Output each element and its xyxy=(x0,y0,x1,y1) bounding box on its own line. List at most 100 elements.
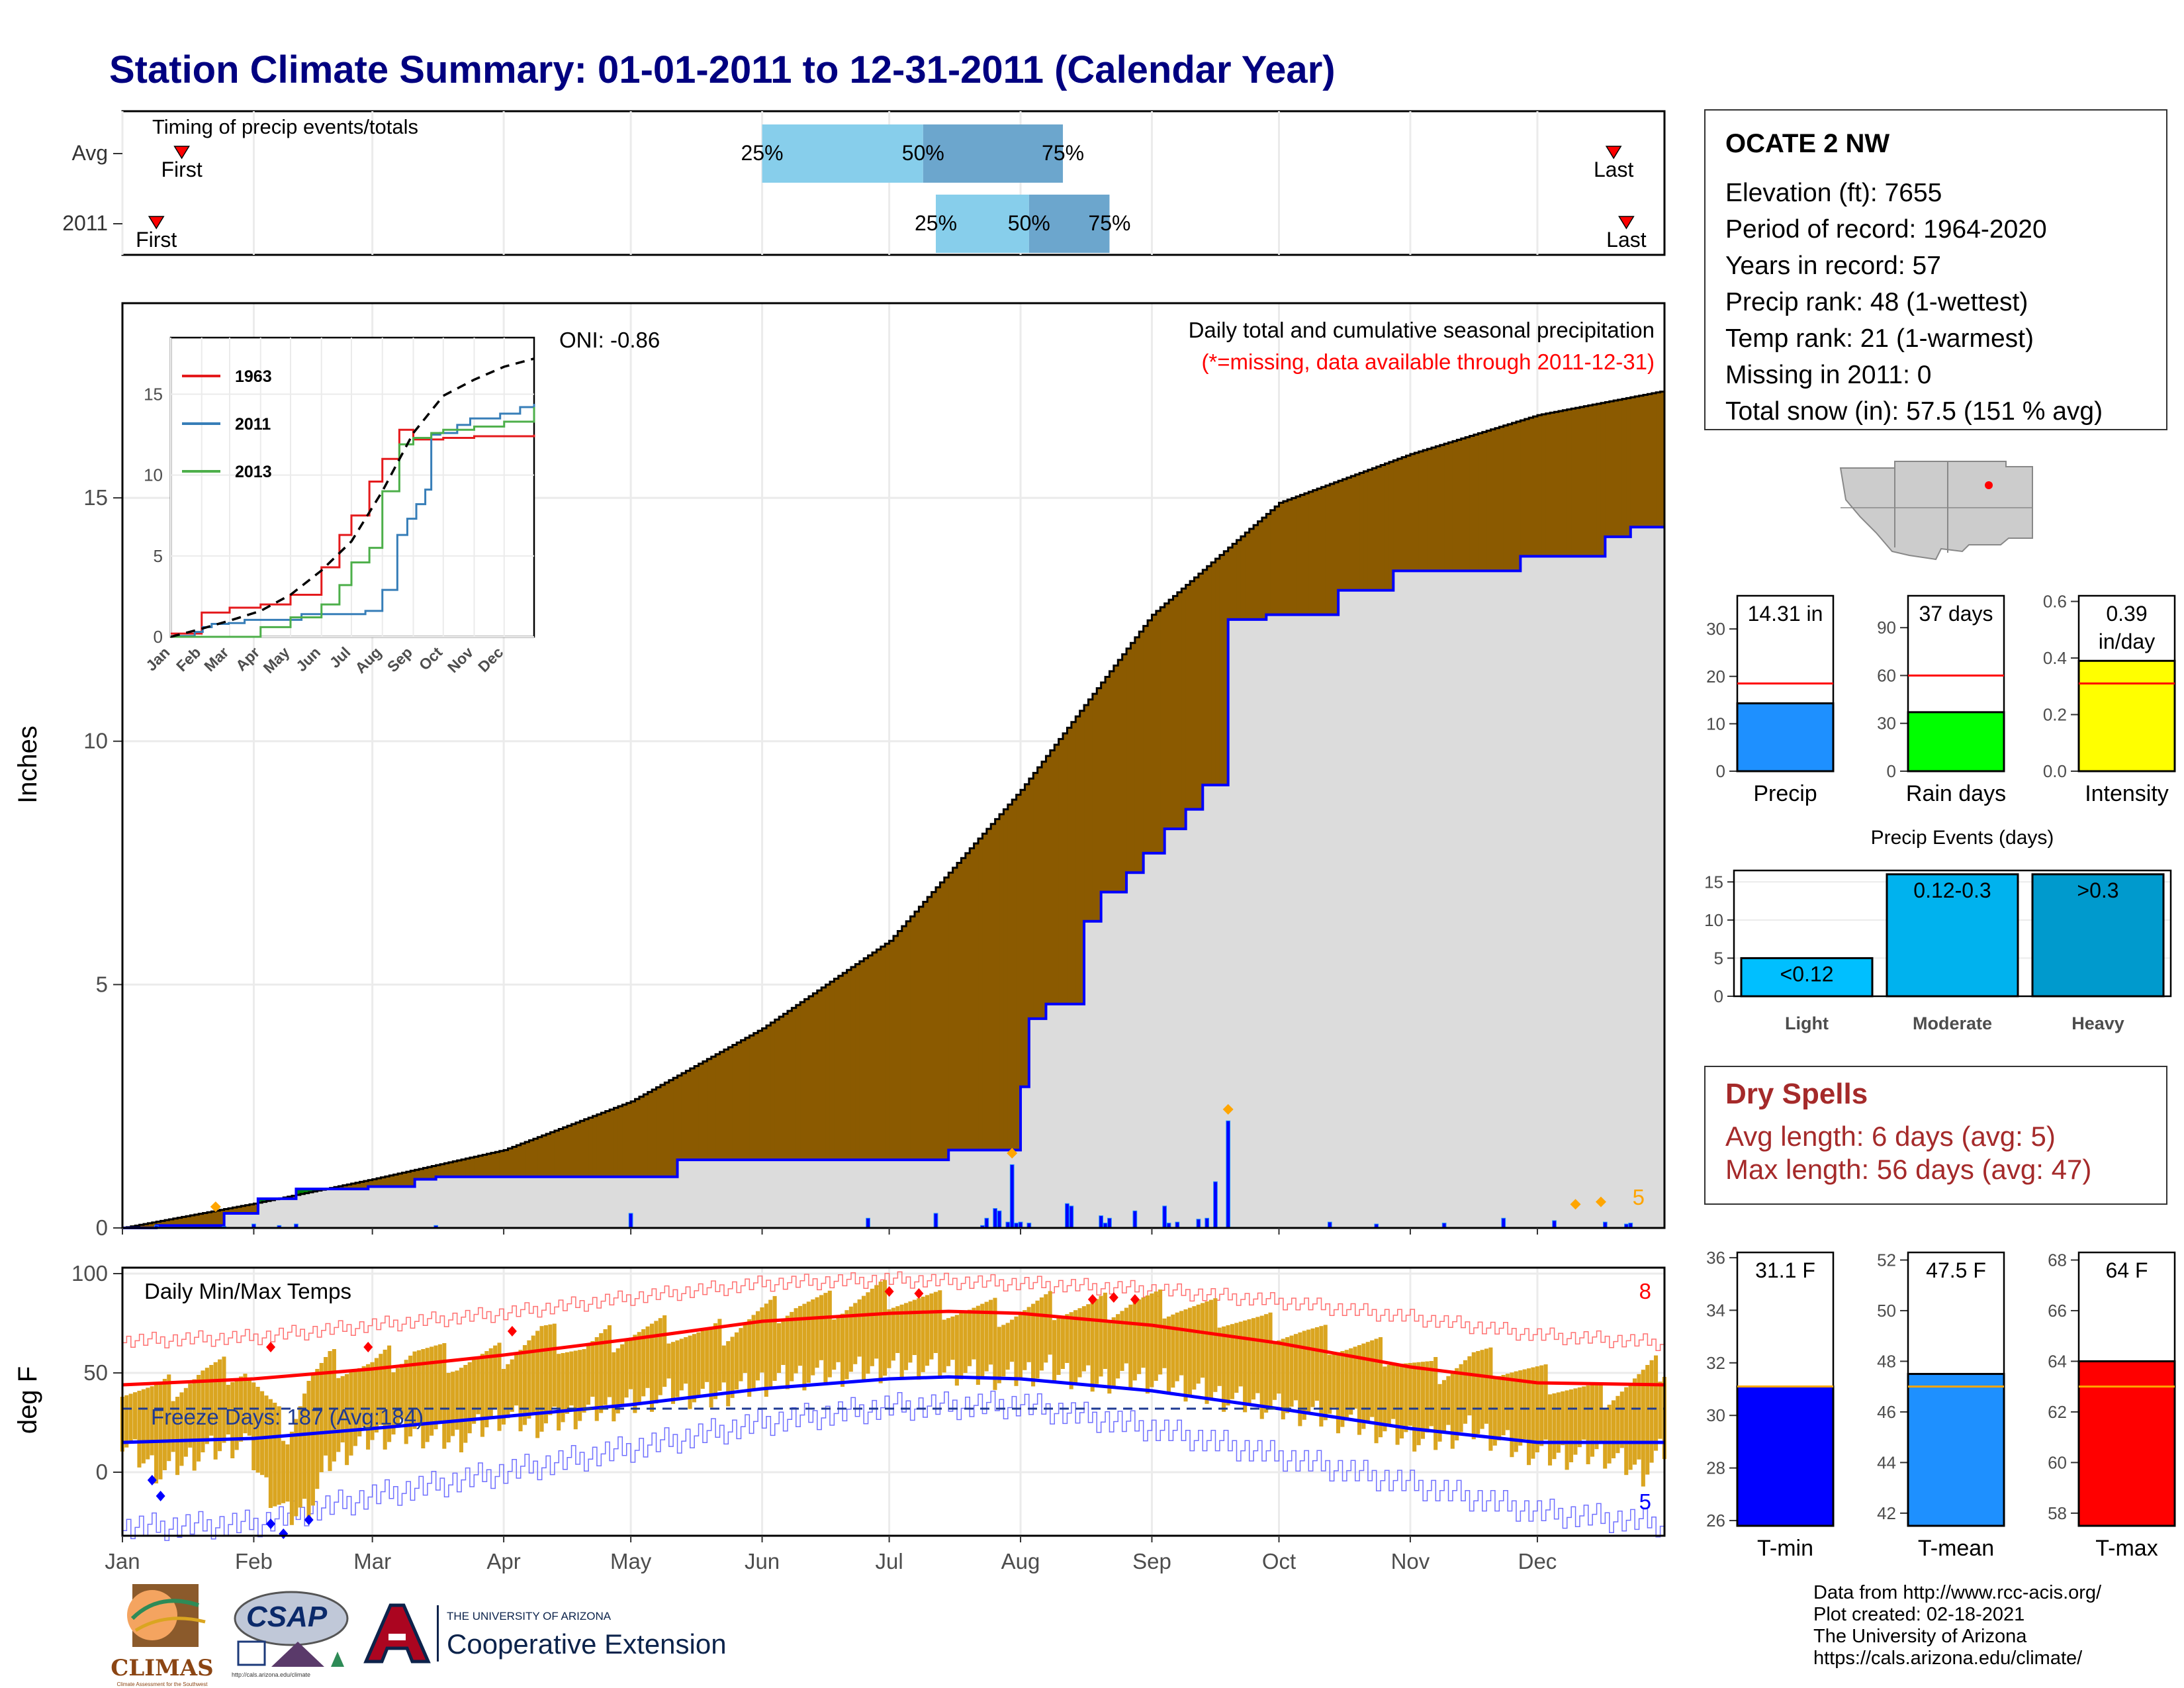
deficit-band xyxy=(652,1090,657,1177)
daily-temp-bar xyxy=(1243,1320,1248,1413)
deficit-band xyxy=(846,970,852,1160)
daily-precip-bar xyxy=(1132,1210,1138,1229)
deficit-band xyxy=(631,1101,636,1177)
daily-temp-bar xyxy=(230,1382,235,1458)
daily-temp-bar xyxy=(506,1364,510,1419)
daily-temp-bar xyxy=(1259,1315,1264,1419)
deficit-band xyxy=(1359,473,1365,590)
deficit-band xyxy=(580,1121,585,1177)
deficit-band xyxy=(469,1157,475,1177)
deficit-band xyxy=(868,955,873,1160)
last-event-marker xyxy=(1605,146,1622,160)
avg-cumulative-line xyxy=(122,391,1666,1229)
deficit-band xyxy=(1342,479,1347,590)
deficit-band xyxy=(1122,654,1127,892)
daily-temp-bar xyxy=(959,1313,964,1380)
deficit-band xyxy=(711,1056,716,1160)
y-tick-label: 5 xyxy=(96,972,108,996)
record-high-marker xyxy=(1109,1292,1118,1303)
panel-y-tick-label: 66 xyxy=(2048,1301,2067,1321)
daily-temp-bar xyxy=(1349,1348,1353,1415)
daily-temp-bar xyxy=(1463,1360,1468,1424)
deficit-band xyxy=(681,1073,686,1160)
daily-temp-bar xyxy=(328,1351,332,1472)
timing-q25-label: 25% xyxy=(741,141,784,165)
deficit-band xyxy=(194,1214,199,1226)
panel-y-tick-label: 58 xyxy=(2048,1503,2067,1523)
deficit-band xyxy=(1516,421,1521,571)
deficit-band xyxy=(516,1145,522,1177)
deficit-band xyxy=(940,882,945,1160)
daily-temp-bar xyxy=(827,1290,832,1378)
month-label: Aug xyxy=(1001,1549,1040,1573)
inset-legend-label: 1963 xyxy=(235,367,272,386)
last-event-label: Last xyxy=(1606,228,1647,252)
deficit-band xyxy=(173,1218,178,1226)
panel-y-tick-label: 48 xyxy=(1877,1351,1896,1371)
daily-temp-bar xyxy=(1573,1388,1578,1455)
month-label: Oct xyxy=(1262,1549,1296,1573)
daily-temp-bar xyxy=(451,1372,455,1436)
daily-temp-bar xyxy=(1654,1355,1659,1451)
daily-temp-bar xyxy=(1306,1329,1311,1414)
daily-temps-chart: 0 50 100 Jan Feb Mar Apr May Jun Jul Aug Sep Oct Nov D… xyxy=(13,1261,1666,1573)
deficit-band xyxy=(787,1011,792,1160)
daily-temp-bar xyxy=(696,1332,701,1396)
daily-temp-bar xyxy=(709,1327,713,1408)
daily-temp-bar xyxy=(404,1360,408,1444)
deficit-band xyxy=(944,877,949,1160)
daily-temp-bar xyxy=(1455,1368,1459,1440)
events-category-label: Moderate xyxy=(1913,1013,1992,1033)
daily-temp-bar xyxy=(247,1378,251,1436)
deficit-band xyxy=(1134,637,1140,873)
daily-temp-bar xyxy=(950,1316,955,1360)
deficit-band xyxy=(660,1084,665,1177)
deficit-band xyxy=(563,1127,568,1177)
daily-temp-bar xyxy=(150,1386,154,1456)
daily-temp-bar xyxy=(1416,1362,1421,1446)
deficit-band xyxy=(160,1221,165,1226)
daily-precip-bar xyxy=(1226,1120,1231,1229)
daily-temp-bar xyxy=(1077,1308,1082,1378)
deficit-band xyxy=(1355,474,1360,590)
daily-temp-bar xyxy=(1217,1327,1222,1386)
daily-temp-bar xyxy=(213,1362,218,1460)
deficit-band xyxy=(1126,648,1132,873)
deficit-band xyxy=(224,1209,229,1213)
daily-temp-bar xyxy=(1137,1299,1142,1374)
daily-temp-bar xyxy=(819,1295,824,1360)
timing-q50-label: 50% xyxy=(902,141,944,165)
deficit-band xyxy=(1435,446,1441,571)
daily-temp-bar xyxy=(1023,1310,1027,1370)
deficit-band xyxy=(728,1047,733,1160)
daily-temp-bar xyxy=(1526,1368,1531,1466)
daily-temp-bar xyxy=(1111,1317,1116,1386)
record-high-marker xyxy=(884,1286,894,1297)
deficit-band xyxy=(1614,400,1619,537)
daily-temp-bar xyxy=(853,1303,858,1364)
deficit-band xyxy=(1261,518,1267,620)
deficit-band xyxy=(749,1035,754,1160)
deficit-band xyxy=(220,1209,225,1226)
deficit-band xyxy=(478,1155,483,1177)
deficit-band xyxy=(1079,710,1085,1004)
deficit-band xyxy=(656,1087,661,1177)
deficit-band xyxy=(1558,410,1563,557)
deficit-band xyxy=(821,987,827,1160)
deficit-band xyxy=(423,1168,428,1180)
daily-temp-bar xyxy=(400,1364,404,1420)
deficit-band xyxy=(817,990,822,1160)
deficit-band xyxy=(1635,396,1640,528)
daily-temp-bar xyxy=(124,1395,129,1448)
daily-temp-bar xyxy=(183,1387,188,1457)
daily-temp-bar xyxy=(628,1337,633,1389)
daily-temp-bar xyxy=(353,1370,357,1446)
daily-temp-bar xyxy=(908,1301,913,1363)
panel-value-bar xyxy=(1907,711,2005,773)
deficit-band xyxy=(919,906,924,1160)
daily-temp-bar xyxy=(310,1375,315,1506)
daily-temp-bar xyxy=(421,1349,426,1448)
deficit-band xyxy=(991,823,996,1150)
events-category-label: Heavy xyxy=(2071,1013,2124,1033)
daily-temp-bar xyxy=(374,1358,379,1432)
